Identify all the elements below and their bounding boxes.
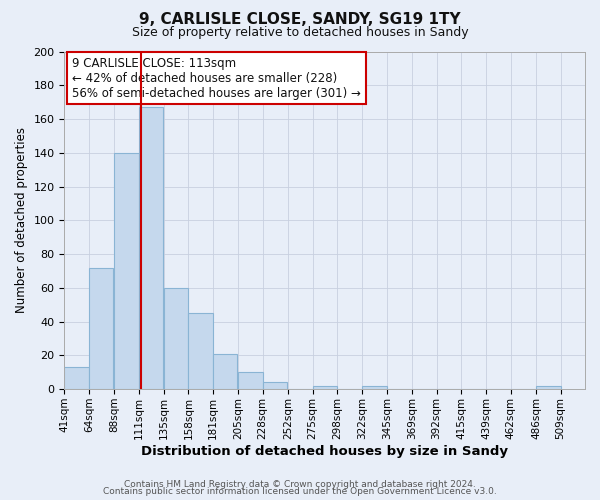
- Text: Contains public sector information licensed under the Open Government Licence v3: Contains public sector information licen…: [103, 487, 497, 496]
- Bar: [139, 107, 163, 389]
- Bar: [238, 372, 263, 389]
- Bar: [536, 386, 560, 389]
- Bar: [64, 367, 89, 389]
- Bar: [114, 153, 139, 389]
- X-axis label: Distribution of detached houses by size in Sandy: Distribution of detached houses by size …: [141, 444, 508, 458]
- Bar: [213, 354, 237, 389]
- Bar: [164, 288, 188, 389]
- Text: Contains HM Land Registry data © Crown copyright and database right 2024.: Contains HM Land Registry data © Crown c…: [124, 480, 476, 489]
- Bar: [89, 268, 113, 389]
- Text: Size of property relative to detached houses in Sandy: Size of property relative to detached ho…: [131, 26, 469, 39]
- Text: 9 CARLISLE CLOSE: 113sqm
← 42% of detached houses are smaller (228)
56% of semi-: 9 CARLISLE CLOSE: 113sqm ← 42% of detach…: [72, 56, 361, 100]
- Bar: [263, 382, 287, 389]
- Bar: [188, 313, 213, 389]
- Y-axis label: Number of detached properties: Number of detached properties: [15, 128, 28, 314]
- Text: 9, CARLISLE CLOSE, SANDY, SG19 1TY: 9, CARLISLE CLOSE, SANDY, SG19 1TY: [139, 12, 461, 28]
- Bar: [362, 386, 387, 389]
- Bar: [313, 386, 337, 389]
